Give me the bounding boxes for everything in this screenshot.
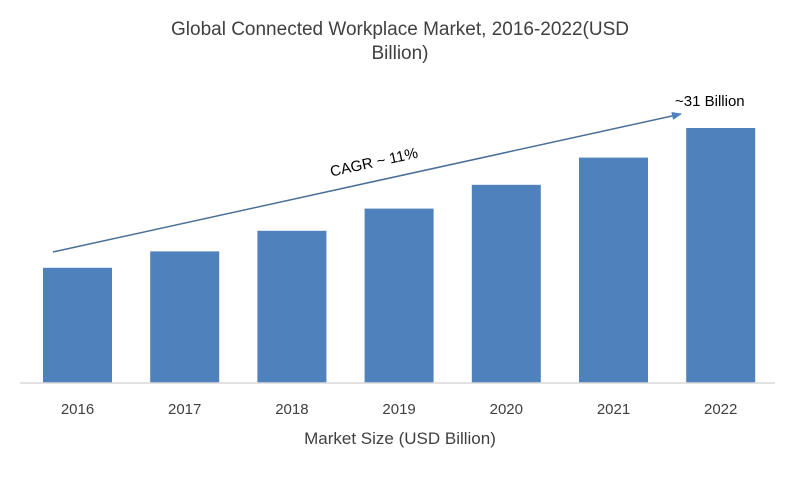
x-tick-2016: 2016	[61, 401, 94, 418]
chart-title-line1: Global Connected Workplace Market, 2016-…	[171, 19, 629, 40]
x-tick-2022: 2022	[704, 401, 737, 418]
bar-2016	[43, 267, 112, 383]
x-tick-2021: 2021	[597, 401, 630, 418]
x-tick-2018: 2018	[275, 401, 308, 418]
bar-2017	[150, 251, 220, 383]
bars-group	[43, 128, 756, 383]
x-tick-2019: 2019	[382, 401, 415, 418]
end-value-annotation: ~31 Billion	[675, 93, 745, 110]
bar-2019	[364, 208, 434, 383]
x-tick-labels: 2016 2017 2018 2019 2020 2021 2022	[61, 401, 738, 418]
chart-title-line2: Billion)	[371, 43, 429, 64]
bar-2022	[686, 128, 756, 383]
x-tick-2020: 2020	[490, 401, 523, 418]
bar-2018	[257, 230, 327, 383]
bar-2021	[579, 157, 648, 383]
x-tick-2017: 2017	[168, 401, 201, 418]
bar-2020	[471, 184, 541, 383]
cagr-arrow	[52, 112, 682, 253]
x-axis-label: Market Size (USD Billion)	[304, 429, 496, 448]
chart-title: Global Connected Workplace Market, 2016-…	[0, 18, 800, 66]
